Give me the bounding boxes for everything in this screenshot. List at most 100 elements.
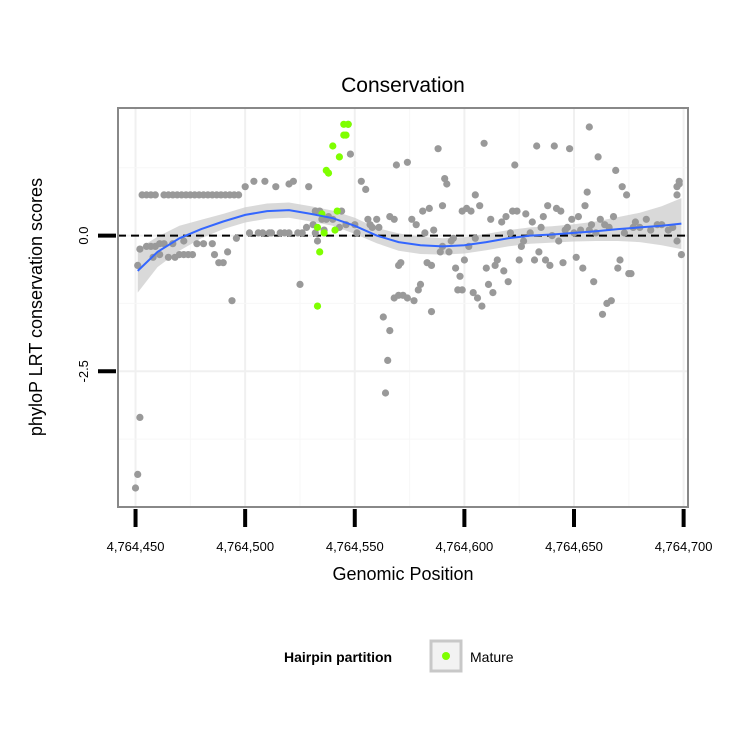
data-point [427, 261, 436, 269]
data-point [476, 202, 484, 210]
data-point [313, 237, 322, 245]
data-point [296, 280, 304, 288]
data-point [480, 139, 488, 147]
data-point [612, 166, 620, 174]
data-point [627, 270, 635, 278]
data-point [493, 256, 501, 264]
mature-point [342, 131, 350, 139]
data-point [609, 213, 618, 221]
data-point [208, 240, 216, 248]
data-point [373, 215, 381, 223]
mature-point [329, 142, 337, 150]
data-point [427, 308, 436, 316]
data-point [375, 223, 383, 231]
data-point [535, 248, 543, 256]
data-point [513, 207, 521, 215]
x-tick-label: 4,764,700 [655, 539, 713, 554]
data-point [673, 237, 681, 245]
panel-background [118, 108, 688, 507]
data-point [164, 253, 172, 261]
data-point [539, 213, 547, 221]
data-point [568, 215, 576, 223]
mature-point [313, 302, 322, 310]
x-tick-label: 4,764,550 [326, 539, 384, 554]
data-point [574, 213, 583, 221]
data-point [502, 213, 510, 221]
chart-title: Conservation [341, 74, 465, 97]
data-point [267, 229, 276, 237]
data-point [357, 177, 365, 185]
data-point [228, 297, 236, 305]
data-point [436, 248, 444, 256]
data-point [471, 234, 479, 242]
data-point [193, 240, 201, 248]
data-point [416, 280, 425, 288]
data-point [397, 259, 405, 267]
mature-point [316, 248, 324, 256]
data-point [517, 242, 526, 250]
data-point [443, 180, 451, 188]
data-point [199, 240, 208, 248]
x-tick-label: 4,764,450 [107, 539, 165, 554]
data-point [642, 215, 650, 223]
data-point [392, 161, 400, 169]
data-point [452, 264, 460, 272]
data-point [520, 237, 528, 245]
smooth-fit-line [137, 209, 682, 272]
plot-panel [117, 107, 689, 508]
x-axis: 4,764,450 4,764,500 4,764,550 4,764,600 4,76… [107, 509, 713, 554]
data-point [241, 183, 249, 191]
data-point [559, 259, 567, 267]
data-point [498, 218, 506, 226]
data-point [460, 256, 468, 264]
data-point [188, 251, 197, 259]
data-point [410, 297, 418, 305]
data-point [219, 259, 227, 267]
data-point [500, 267, 508, 275]
x-tick-label: 4,764,500 [216, 539, 274, 554]
data-point [528, 218, 536, 226]
data-point [544, 202, 552, 210]
y-tick-label: -2.5 [76, 360, 91, 382]
data-point [469, 289, 477, 297]
data-point [235, 191, 243, 199]
background-points [131, 120, 686, 492]
data-point [581, 202, 589, 210]
mature-point [335, 153, 343, 161]
y-axis: 0.0 -2.5 [76, 227, 116, 382]
data-point [386, 327, 394, 335]
data-point [384, 356, 392, 364]
data-point [408, 215, 416, 223]
data-point [449, 234, 457, 242]
confidence-band [137, 198, 682, 293]
data-point [515, 256, 523, 264]
data-point [596, 215, 604, 223]
data-point [419, 207, 427, 215]
data-point [673, 191, 681, 199]
smooth-line [137, 209, 682, 272]
data-point [614, 264, 622, 272]
data-point [434, 145, 442, 153]
data-point [445, 248, 453, 256]
y-axis-title: phyloP LRT conservation scores [26, 178, 46, 436]
data-point [346, 150, 354, 158]
data-point [134, 261, 142, 269]
data-point [390, 215, 398, 223]
data-point [134, 470, 142, 478]
data-point [673, 183, 681, 191]
data-point [583, 188, 591, 196]
data-point [403, 294, 411, 302]
data-point [623, 191, 631, 199]
data-point [305, 183, 313, 191]
x-tick-label: 4,764,650 [545, 539, 603, 554]
data-point [180, 237, 188, 245]
data-point [471, 191, 479, 199]
mature-point [333, 207, 341, 215]
data-point [425, 204, 433, 212]
legend: Hairpin partition Mature [284, 639, 514, 673]
data-point [482, 264, 490, 272]
data-point [484, 280, 493, 288]
data-point [259, 229, 267, 237]
data-point [430, 226, 438, 234]
